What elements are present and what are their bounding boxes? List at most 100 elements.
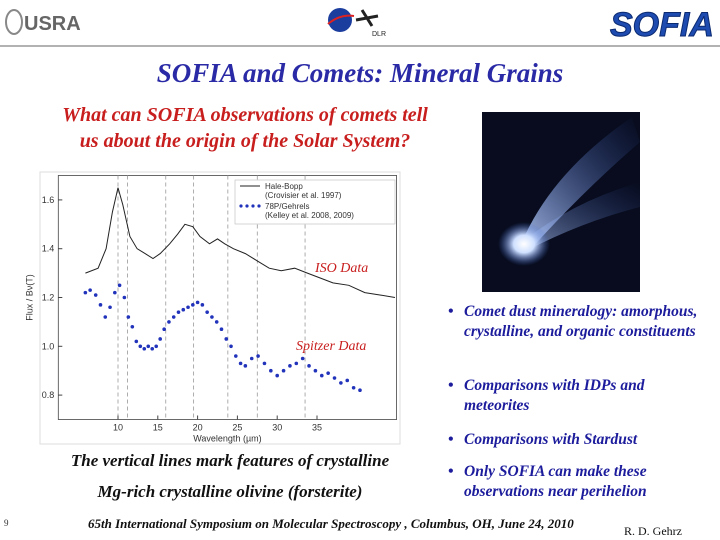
series-point bbox=[83, 290, 88, 295]
series-point bbox=[294, 361, 299, 366]
x-tick-label: 15 bbox=[153, 423, 163, 433]
nasa-swoosh bbox=[327, 14, 355, 25]
y-tick-label: 1.0 bbox=[42, 341, 55, 351]
series-point bbox=[345, 378, 350, 383]
dlr-logo: DLR bbox=[372, 31, 386, 38]
comet-photo bbox=[482, 112, 640, 292]
series-point bbox=[126, 315, 131, 319]
legend-label: 78P/Gehrels bbox=[265, 202, 309, 211]
y-tick-label: 0.8 bbox=[42, 390, 55, 400]
series-point bbox=[288, 364, 292, 368]
series-point bbox=[103, 315, 108, 319]
y-tick-label: 1.6 bbox=[42, 195, 55, 205]
series-point bbox=[171, 315, 176, 319]
y-tick-label: 1.2 bbox=[42, 293, 55, 303]
x-tick-label: 25 bbox=[232, 423, 242, 433]
series-point bbox=[351, 385, 356, 390]
bullet: Comparisons with Stardust bbox=[448, 430, 704, 450]
series-point bbox=[150, 346, 155, 351]
series-point bbox=[98, 303, 103, 307]
series-point bbox=[113, 290, 117, 295]
series-point bbox=[243, 364, 248, 368]
series-point bbox=[134, 339, 139, 344]
series-point bbox=[224, 337, 229, 341]
series-point bbox=[108, 305, 112, 310]
series-point bbox=[200, 303, 205, 307]
bullet: Comet dust mineralogy: amorphous, crysta… bbox=[448, 302, 704, 342]
caption-line: The vertical lines mark features of crys… bbox=[70, 451, 390, 470]
y-tick-label: 1.4 bbox=[42, 244, 55, 254]
series-point bbox=[195, 300, 200, 305]
caption-line: Mg-rich crystalline olivine (forsterite) bbox=[97, 482, 363, 501]
footer-author: R. D. Gehrz bbox=[624, 524, 682, 538]
annotation: Spitzer Data bbox=[296, 339, 366, 354]
series-point bbox=[319, 373, 324, 378]
series-point bbox=[269, 368, 273, 373]
series-point bbox=[158, 337, 162, 341]
annotation: ISO Data bbox=[314, 261, 368, 276]
series-point bbox=[146, 344, 151, 349]
series-point bbox=[214, 320, 219, 324]
usra-logo: USRA bbox=[24, 13, 81, 35]
series-point bbox=[275, 373, 280, 378]
series-point bbox=[93, 293, 98, 297]
series-point bbox=[238, 361, 243, 366]
dust-tail bbox=[522, 182, 640, 250]
legend-reference: (Crovisier et al. 1997) bbox=[265, 191, 342, 200]
legend-swatch bbox=[245, 204, 249, 208]
slide-title: SOFIA and Comets: Mineral Grains bbox=[156, 58, 564, 88]
spectrum-chart: 0.8 1.0 1.2 1.4 1.6 10 15 20 25 30 35 Wavelength (µ… bbox=[24, 171, 401, 445]
x-tick-label: 30 bbox=[272, 423, 282, 433]
series-point bbox=[234, 354, 238, 358]
series-point bbox=[142, 346, 147, 351]
bullet: Only SOFIA can make these observations n… bbox=[448, 462, 704, 502]
sofia-logo: SOFIA bbox=[610, 6, 714, 44]
series-point bbox=[138, 344, 143, 349]
series-point bbox=[256, 354, 260, 358]
x-tick-label: 35 bbox=[312, 423, 322, 433]
series-point bbox=[186, 305, 190, 310]
y-axis-label: Flux / Bν(T) bbox=[24, 274, 34, 321]
legend-swatch bbox=[257, 204, 261, 208]
comet-head bbox=[498, 222, 550, 266]
series-point bbox=[176, 310, 181, 314]
bullet: Comparisons with IDPs and meteorites bbox=[448, 376, 704, 416]
series-point bbox=[130, 324, 135, 329]
question-line: us about the origin of the Solar System? bbox=[79, 130, 411, 152]
series-point bbox=[181, 307, 186, 312]
legend-box bbox=[234, 179, 396, 225]
nasa-logo bbox=[328, 8, 352, 32]
x-tick-label: 20 bbox=[193, 423, 203, 433]
series-point bbox=[281, 368, 286, 373]
legend-label: Hale-Bopp bbox=[265, 182, 303, 191]
legend-swatch bbox=[239, 204, 243, 208]
series-point bbox=[154, 344, 159, 349]
series-point bbox=[313, 368, 318, 373]
x-tick-label: 10 bbox=[113, 423, 123, 433]
series-point bbox=[262, 361, 267, 366]
series-point bbox=[339, 381, 343, 385]
legend-reference: (Kelley et al. 2008, 2009) bbox=[265, 211, 354, 220]
series-point bbox=[332, 376, 337, 380]
x-axis-label: Wavelength (µm) bbox=[193, 434, 261, 444]
series-point bbox=[300, 356, 305, 361]
usra-emblem bbox=[5, 9, 23, 35]
series-point bbox=[205, 310, 209, 314]
series-point bbox=[210, 315, 214, 319]
footer-event: 65th International Symposium on Molecula… bbox=[88, 516, 574, 531]
header: USRA DLR SOFIA bbox=[0, 6, 720, 47]
series-point bbox=[358, 388, 362, 393]
series-point bbox=[191, 303, 195, 307]
series-point bbox=[117, 283, 122, 288]
series-point bbox=[219, 327, 224, 332]
series-point bbox=[326, 371, 330, 375]
series-line bbox=[85, 187, 396, 298]
dlr-symbol bbox=[355, 9, 379, 27]
series-point bbox=[307, 364, 311, 368]
question-line: What can SOFIA observations of comets te… bbox=[62, 104, 428, 126]
series-point bbox=[249, 356, 254, 361]
series-point bbox=[229, 344, 233, 349]
page-number: 9 bbox=[4, 518, 9, 528]
series-point bbox=[162, 327, 166, 332]
